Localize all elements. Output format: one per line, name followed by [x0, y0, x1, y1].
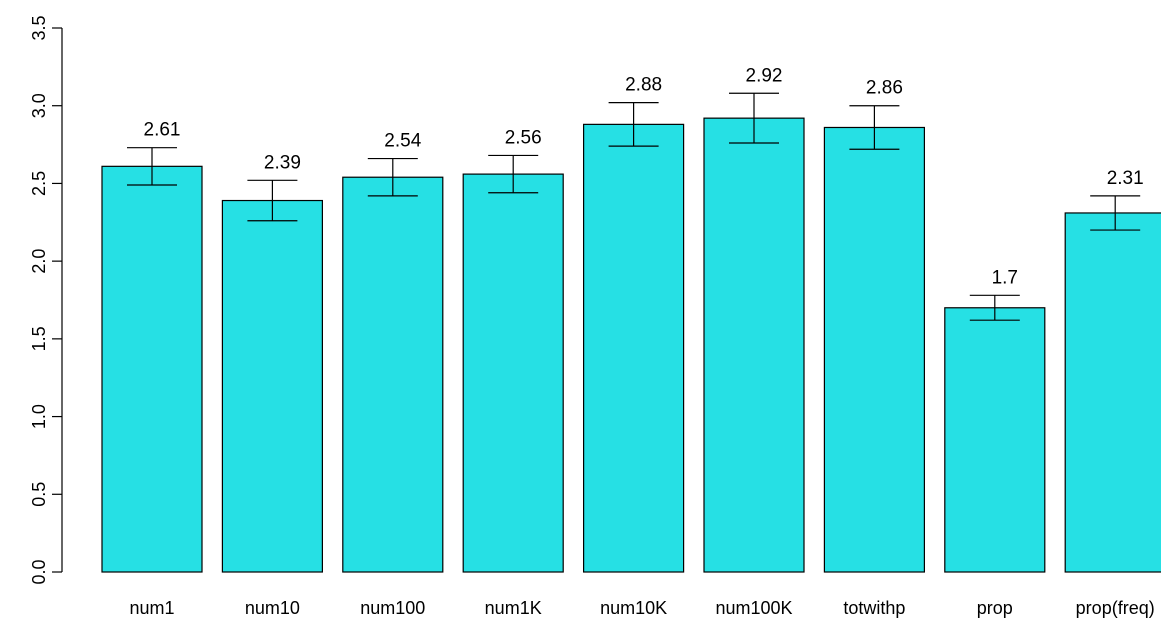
bar-totwithp — [823, 126, 926, 573]
value-label: 2.61 — [144, 120, 181, 141]
value-label: 2.56 — [505, 127, 542, 148]
category-label: num1K — [485, 598, 542, 618]
value-label: 2.92 — [746, 65, 783, 86]
bar-num1 — [101, 165, 203, 573]
bar-num100K — [703, 117, 805, 573]
y-tick-label: 0.5 — [29, 482, 49, 507]
category-label: totwithp — [843, 598, 905, 618]
y-tick-label: 1.0 — [29, 404, 49, 429]
bar-prop — [944, 307, 1046, 573]
value-label: 2.88 — [625, 75, 662, 96]
bar-prop(freq) — [1064, 212, 1161, 573]
category-label: prop — [977, 598, 1013, 618]
y-tick-label: 0.0 — [29, 559, 49, 584]
value-labels-group: 2.61 2.39 2.54 2.56 2.88 2.92 2.86 1.7 2.31 — [144, 65, 1144, 288]
value-label: 2.54 — [384, 131, 421, 152]
category-label: prop(freq) — [1076, 598, 1155, 618]
bar-num10 — [221, 199, 323, 573]
category-label: num100 — [360, 598, 425, 618]
bar-num100 — [342, 176, 444, 573]
y-tick-label: 3.0 — [29, 93, 49, 118]
category-label: num10K — [600, 598, 667, 618]
y-tick-label: 2.5 — [29, 171, 49, 196]
bar-num1K — [462, 173, 564, 573]
y-tick-label: 2.0 — [29, 249, 49, 274]
category-label: num10 — [245, 598, 300, 618]
bar-num10K — [582, 123, 685, 573]
category-label: num100K — [715, 598, 792, 618]
category-labels-group: num1 num10 num100 num1K num10K num100K totwith… — [129, 598, 1154, 618]
value-label: 2.39 — [264, 152, 301, 173]
y-axis: 0.0 0.5 1.0 1.5 2.0 2.5 3.0 3.5 — [29, 15, 63, 585]
error-bars-group — [127, 92, 1141, 321]
bars-group — [101, 117, 1161, 573]
value-label: 2.86 — [866, 78, 903, 99]
category-label: num1 — [129, 598, 174, 618]
y-tick-label: 1.5 — [29, 326, 49, 351]
value-label: 2.31 — [1107, 168, 1144, 189]
value-label: 1.7 — [992, 267, 1018, 288]
y-tick-label: 3.5 — [29, 15, 49, 40]
